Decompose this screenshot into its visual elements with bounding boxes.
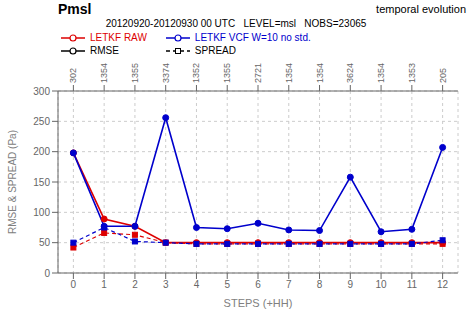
svg-text:1354: 1354: [376, 63, 386, 83]
html-text:temporal evolution: temporal evolution: [376, 2, 466, 15]
html-text:RMSE: RMSE: [90, 45, 119, 56]
svg-text:7: 7: [286, 279, 292, 290]
svg-text:250: 250: [33, 116, 50, 127]
svg-text:3: 3: [163, 279, 169, 290]
svg-text:3624: 3624: [345, 63, 355, 83]
svg-text:8: 8: [317, 279, 323, 290]
svg-text:2721: 2721: [253, 63, 263, 83]
html-text:LETKF VCF W=10 no std.: LETKF VCF W=10 no std.: [194, 32, 311, 43]
svg-text:5: 5: [224, 279, 230, 290]
svg-text:1355: 1355: [130, 63, 140, 83]
svg-text:205: 205: [438, 68, 448, 83]
svg-text:2: 2: [132, 279, 138, 290]
svg-text:STEPS (+HH): STEPS (+HH): [224, 297, 293, 309]
svg-text:200: 200: [33, 146, 50, 157]
html-text:LETKF RAW: LETKF RAW: [90, 32, 147, 43]
svg-text:1352: 1352: [191, 63, 201, 83]
svg-text:RMSE & SPREAD (Pa): RMSE & SPREAD (Pa): [8, 130, 18, 234]
svg-text:3374: 3374: [161, 63, 171, 83]
svg-text:9: 9: [348, 279, 354, 290]
svg-text:4: 4: [194, 279, 200, 290]
svg-text:6: 6: [255, 279, 261, 290]
svg-text:302: 302: [68, 68, 78, 83]
svg-text:1354: 1354: [99, 63, 109, 83]
svg-text:1355: 1355: [222, 63, 232, 83]
svg-text:1354: 1354: [315, 63, 325, 83]
html-text:SPREAD: SPREAD: [194, 45, 236, 56]
svg-text:300: 300: [33, 86, 50, 97]
svg-text:0: 0: [44, 268, 50, 279]
svg-text:11: 11: [407, 279, 418, 290]
svg-text:50: 50: [39, 237, 51, 248]
html-text:Pmsl: Pmsl: [58, 0, 92, 17]
svg-text:10: 10: [376, 279, 388, 290]
svg-text:1353: 1353: [407, 63, 417, 83]
svg-text:150: 150: [33, 177, 50, 188]
svg-text:100: 100: [33, 207, 50, 218]
svg-text:0: 0: [71, 279, 77, 290]
html-text:20120920-20120930 00 UTC LEVEL: 20120920-20120930 00 UTC LEVEL=msl NOBS=…: [105, 18, 367, 29]
svg-text:1: 1: [101, 279, 107, 290]
svg-text:12: 12: [437, 279, 449, 290]
svg-text:1354: 1354: [284, 63, 294, 83]
